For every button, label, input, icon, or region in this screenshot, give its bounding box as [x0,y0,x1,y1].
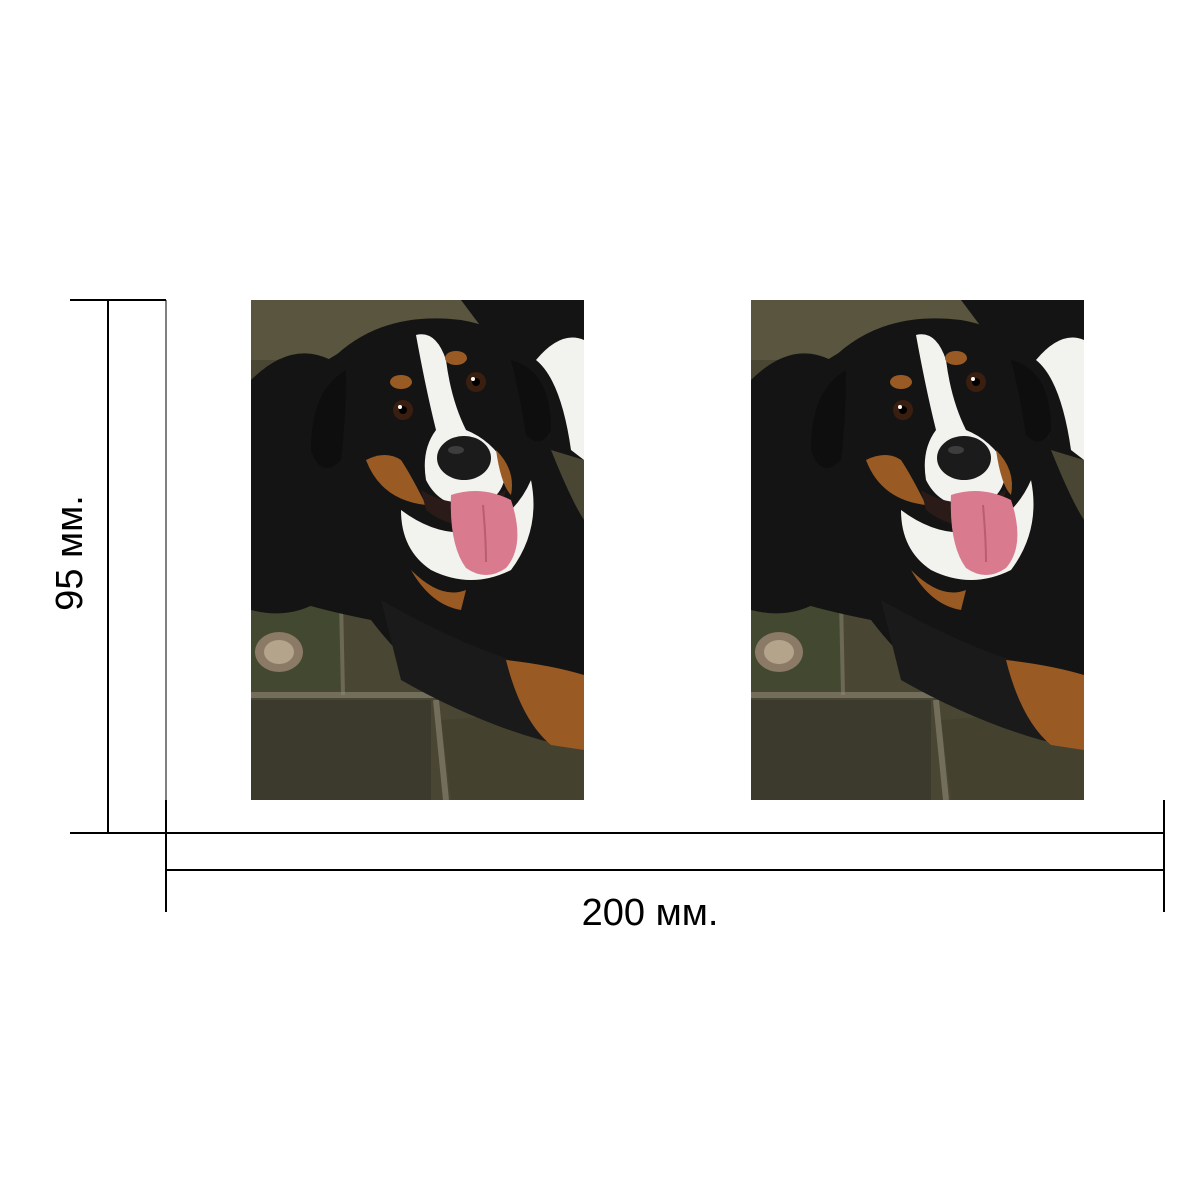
dog-illustration [751,300,1084,800]
dog-photo-left [251,300,584,800]
dog-photo-right [751,300,1084,800]
height-label: 95 мм. [49,495,91,611]
dog-illustration [251,300,584,800]
width-label: 200 мм. [581,892,719,934]
